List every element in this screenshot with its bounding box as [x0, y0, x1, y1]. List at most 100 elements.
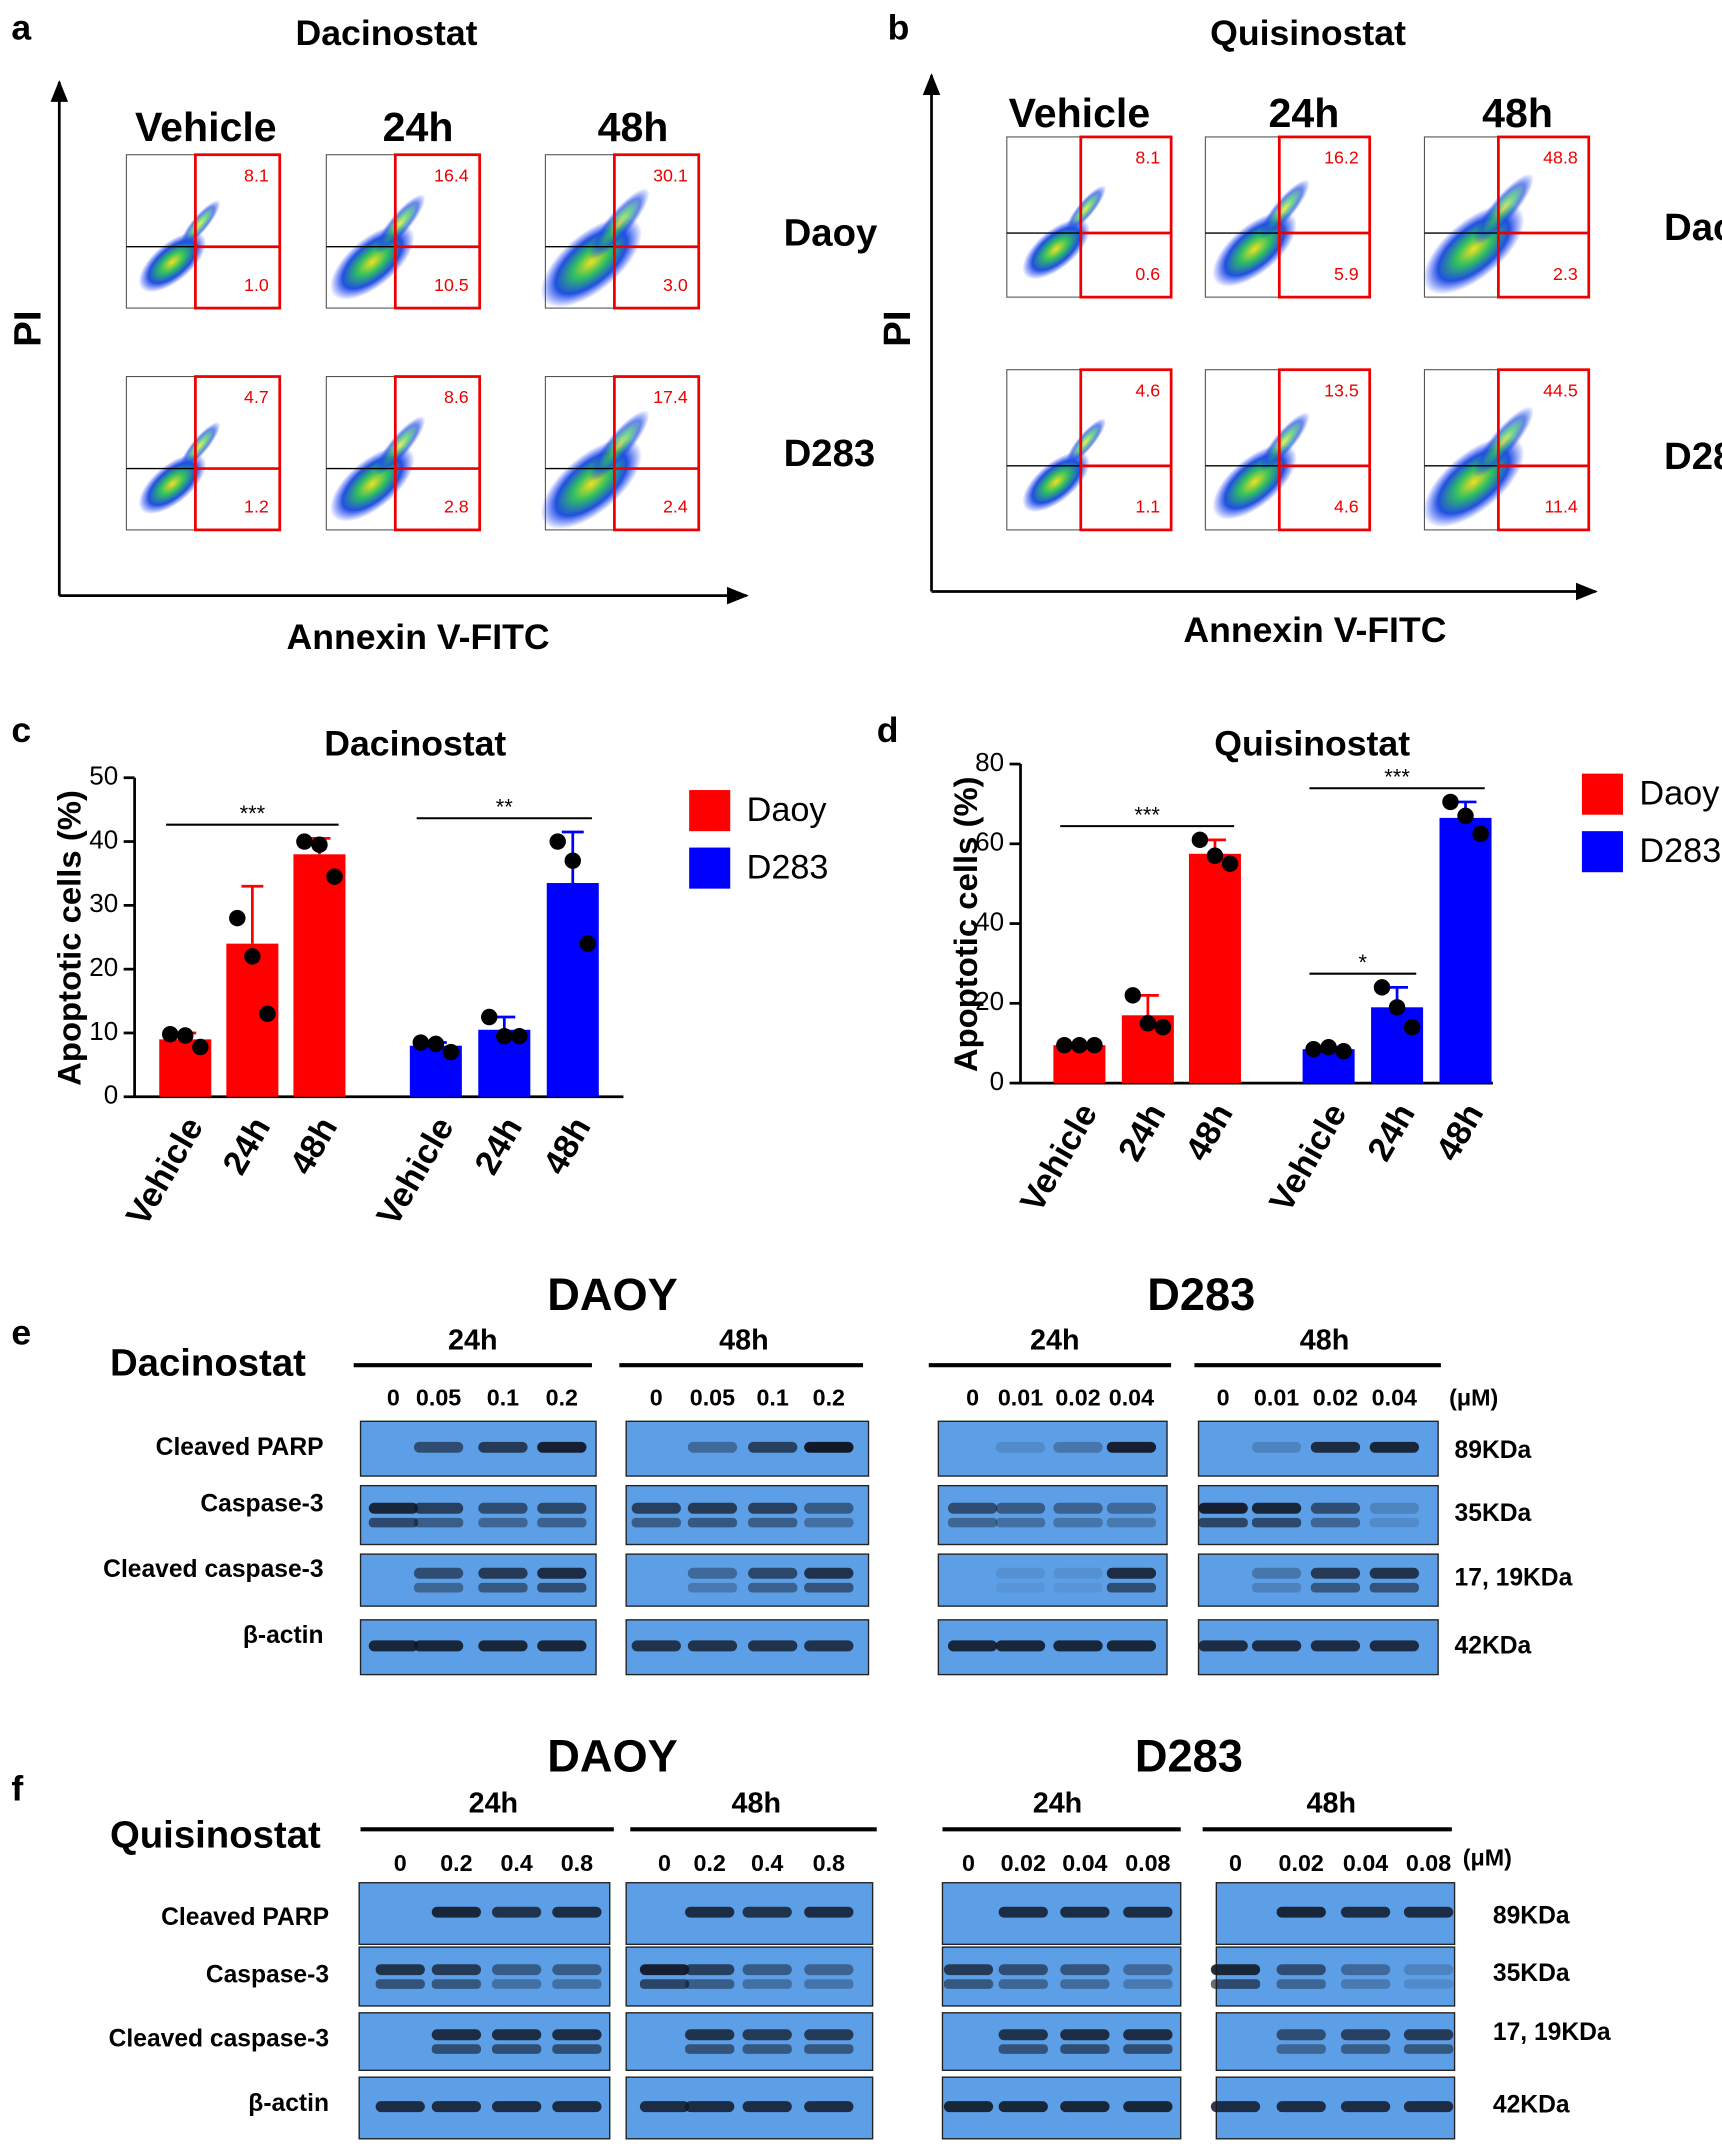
significance-label: *** — [240, 801, 266, 826]
cell-cloud — [1258, 179, 1310, 239]
quadrant-value: 1.0 — [244, 275, 269, 295]
legend-label: D283 — [747, 849, 829, 887]
blot-strip — [1215, 2012, 1456, 2072]
bar — [1439, 817, 1492, 1084]
cell-line-header: D283 — [1135, 1730, 1243, 1781]
size-label: 35KDa — [1455, 1500, 1532, 1527]
treatment-label: Quisinostat — [110, 1814, 321, 1857]
band — [1123, 1906, 1173, 1918]
data-point — [1191, 831, 1209, 849]
quadrant-value: 8.6 — [444, 387, 469, 407]
band — [947, 1502, 998, 1514]
dose-label: 0.01 — [998, 1385, 1043, 1411]
band — [1053, 1582, 1103, 1593]
bar — [293, 854, 346, 1097]
dose-label: 0.2 — [440, 1850, 472, 1876]
band — [685, 1979, 735, 1989]
band — [995, 1502, 1046, 1514]
band — [742, 1964, 792, 1976]
band — [413, 1441, 464, 1453]
gate — [393, 375, 482, 532]
cell-cloud — [1472, 173, 1534, 245]
band — [943, 1964, 994, 1976]
band — [1251, 1502, 1302, 1514]
panel-letter: f — [11, 1768, 23, 1808]
dose-label: 0.4 — [500, 1850, 532, 1876]
gate — [1277, 135, 1372, 299]
data-point — [511, 1027, 528, 1045]
y-tick-label: 50 — [89, 761, 118, 791]
gate — [1079, 368, 1173, 532]
band — [1060, 2044, 1110, 2054]
data-point — [1457, 807, 1474, 825]
band — [804, 2101, 854, 2113]
data-point — [244, 948, 261, 965]
data-point — [496, 1027, 513, 1045]
dose-label: 0.1 — [757, 1385, 789, 1411]
cell-cloud — [588, 188, 650, 260]
quadrant-value: 16.4 — [434, 165, 469, 185]
band — [685, 2044, 735, 2054]
cell-line-header: D283 — [1147, 1269, 1255, 1320]
band — [1251, 1517, 1302, 1528]
dose-label: 0.04 — [1372, 1385, 1417, 1411]
data-point — [549, 833, 566, 850]
x-tick-label: 48h — [1178, 1097, 1240, 1167]
cell-cloud — [1065, 185, 1107, 233]
dose-label: 0.4 — [751, 1850, 783, 1876]
band — [537, 1502, 587, 1514]
band — [631, 1517, 681, 1528]
band — [1276, 2044, 1326, 2054]
data-point — [161, 1026, 179, 1043]
cell-cloud — [588, 410, 650, 482]
legend-swatch — [689, 790, 731, 832]
size-label: 42KDa — [1455, 1633, 1532, 1660]
y-tick-label: 40 — [975, 906, 1004, 936]
band — [375, 1979, 425, 1989]
data-point — [442, 1043, 460, 1061]
y-tick-label: 20 — [975, 986, 1004, 1016]
data-point — [177, 1027, 194, 1044]
cell-cloud — [179, 200, 221, 248]
significance-label: ** — [496, 794, 514, 819]
band — [685, 1964, 735, 1976]
band — [552, 1906, 602, 1918]
band — [431, 2101, 482, 2113]
data-point — [564, 852, 581, 869]
significance-label: *** — [1134, 802, 1160, 827]
band — [431, 1906, 482, 1918]
quadrant-value: 0.6 — [1135, 264, 1160, 284]
dose-label: 0.04 — [1109, 1385, 1154, 1411]
gate — [1497, 135, 1591, 299]
unit-label: (μM) — [1463, 1845, 1512, 1871]
band — [1310, 1517, 1361, 1528]
band — [1276, 1964, 1326, 1976]
axis-label: PI — [876, 311, 919, 347]
blot-strip — [359, 1484, 597, 1546]
band — [995, 1582, 1046, 1593]
row-label: Daoy — [1664, 206, 1722, 249]
blot-strip — [625, 1484, 870, 1546]
dose-label: 0.1 — [487, 1385, 519, 1411]
band — [1340, 1979, 1391, 1989]
cell-cloud — [1022, 218, 1090, 280]
dose-label: 0 — [394, 1850, 407, 1876]
dose-label: 0.2 — [694, 1850, 726, 1876]
band — [537, 1567, 587, 1579]
band — [943, 2101, 994, 2113]
band — [1369, 1517, 1419, 1528]
band — [478, 1517, 528, 1528]
band — [631, 1502, 681, 1514]
band — [1251, 1567, 1302, 1579]
band — [639, 1964, 690, 1976]
band — [491, 1906, 542, 1918]
dose-label: 0 — [658, 1850, 671, 1876]
band — [1060, 1906, 1110, 1918]
time-label: 48h — [719, 1324, 769, 1356]
column-label: 48h — [1482, 90, 1553, 136]
data-point — [1071, 1036, 1088, 1054]
panel-letter: d — [877, 710, 899, 750]
size-label: 89KDa — [1455, 1437, 1532, 1464]
x-tick-label: 24h — [1111, 1097, 1173, 1167]
